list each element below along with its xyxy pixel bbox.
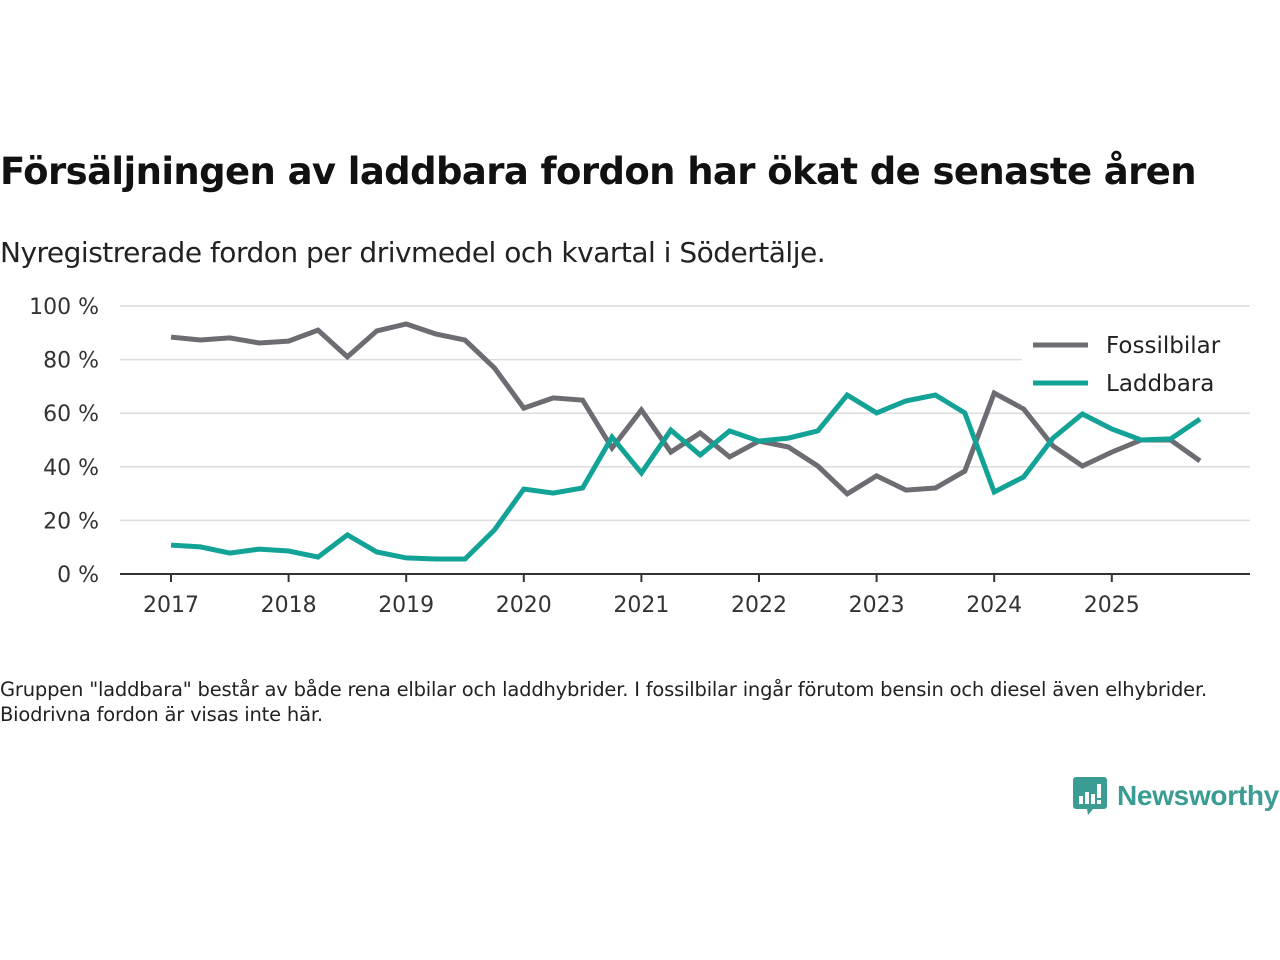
chart-title: Försäljningen av laddbara fordon har öka… [0, 150, 1197, 193]
y-tick-label: 0 % [57, 563, 99, 588]
legend-background [1022, 326, 1250, 406]
x-tick-label: 2018 [261, 593, 317, 618]
legend-label-laddbara: Laddbara [1106, 371, 1214, 397]
bar-chart-speech-bubble-icon [1073, 777, 1107, 815]
x-tick-label: 2023 [849, 593, 905, 618]
x-tick-label: 2020 [496, 593, 552, 618]
y-tick-label: 100 % [29, 295, 99, 320]
x-tick-label: 2025 [1084, 593, 1140, 618]
line-chart: 0 % 20 % 40 % 60 % 80 % 100 % 2017 2018 2019 202… [29, 295, 1250, 618]
brand-name: Newsworthy [1117, 780, 1279, 811]
chart-subtitle: Nyregistrerade fordon per drivmedel och … [0, 236, 826, 269]
x-tick-label: 2022 [731, 593, 787, 618]
y-tick-label: 20 % [43, 509, 99, 534]
y-tick-label: 40 % [43, 456, 99, 481]
legend-label-fossilbilar: Fossilbilar [1106, 333, 1221, 359]
x-tick-label: 2019 [378, 593, 434, 618]
x-tick-label: 2017 [143, 593, 199, 618]
x-axis: 2017 2018 2019 2020 2021 2022 2023 2024 2025 [120, 573, 1250, 618]
series-lines [170, 321, 1202, 562]
y-tick-label: 60 % [43, 402, 99, 427]
x-tick-label: 2021 [613, 593, 669, 618]
x-tick-label: 2024 [966, 593, 1022, 618]
brand-logo[interactable]: Newsworthy [1073, 776, 1279, 816]
footnote: Gruppen "laddbara" består av både rena e… [0, 678, 1207, 726]
legend: Fossilbilar Laddbara [1022, 326, 1250, 406]
y-axis: 0 % 20 % 40 % 60 % 80 % 100 % [29, 295, 99, 588]
y-tick-label: 80 % [43, 349, 99, 374]
series-line-laddbara [170, 391, 1202, 562]
